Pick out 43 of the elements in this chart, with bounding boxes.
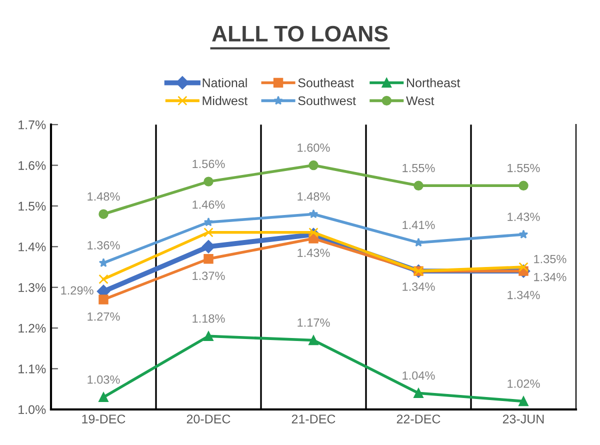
x-tick-label: 20-DEC	[186, 414, 230, 424]
y-tick-label: 1.1%	[18, 364, 46, 374]
data-label: 1.56%	[192, 160, 225, 168]
data-label: 1.48%	[298, 192, 330, 201]
data-label: 1.04%	[402, 371, 435, 380]
data-label: 1.36%	[88, 241, 120, 250]
y-tick-label: 1.3%	[18, 283, 46, 292]
x-tick-label: 21-DEC	[292, 414, 336, 424]
x-tick-label: 22-DEC	[396, 414, 440, 424]
data-label: 1.34%	[402, 282, 435, 291]
data-label: 1.02%	[508, 379, 540, 388]
legend-label: Northeast	[407, 78, 460, 88]
data-label: 1.60%	[298, 143, 330, 152]
legend-label: National	[202, 78, 247, 88]
y-tick-label: 1.4%	[18, 242, 46, 252]
data-label: 1.41%	[402, 220, 435, 230]
data-label: 1.27%	[88, 312, 120, 321]
data-label: 1.46%	[192, 200, 225, 209]
data-label: 1.37%	[192, 272, 225, 280]
y-tick-label: 1.6%	[18, 161, 46, 170]
legend-label: Southwest	[298, 96, 356, 106]
data-label: 1.34%	[534, 272, 566, 282]
y-tick-label: 1.5%	[18, 202, 46, 211]
y-tick-label: 1.2%	[18, 324, 46, 333]
data-label: 1.29%	[61, 286, 94, 295]
data-label: 1.34%	[508, 290, 540, 300]
y-tick-label: 1.0%	[18, 405, 46, 414]
data-label: 1.55%	[402, 164, 435, 172]
x-tick-label: 19-DEC	[82, 414, 126, 424]
x-tick-label: 23-JUN	[502, 414, 544, 424]
data-label: 1.43%	[508, 212, 540, 222]
legend-label: Midwest	[202, 96, 248, 106]
data-label: 1.18%	[192, 314, 225, 323]
data-label: 1.43%	[298, 248, 330, 258]
y-tick-label: 1.7%	[18, 120, 46, 130]
data-label: 1.17%	[298, 318, 330, 327]
chart-title: ALLL TO LOANS	[212, 26, 388, 42]
data-label: 1.35%	[534, 254, 566, 264]
data-label: 1.48%	[88, 192, 120, 201]
legend-label: Southeast	[298, 78, 354, 88]
data-label: 1.55%	[508, 164, 540, 172]
legend-label: West	[406, 96, 434, 106]
data-label: 1.03%	[88, 375, 120, 384]
